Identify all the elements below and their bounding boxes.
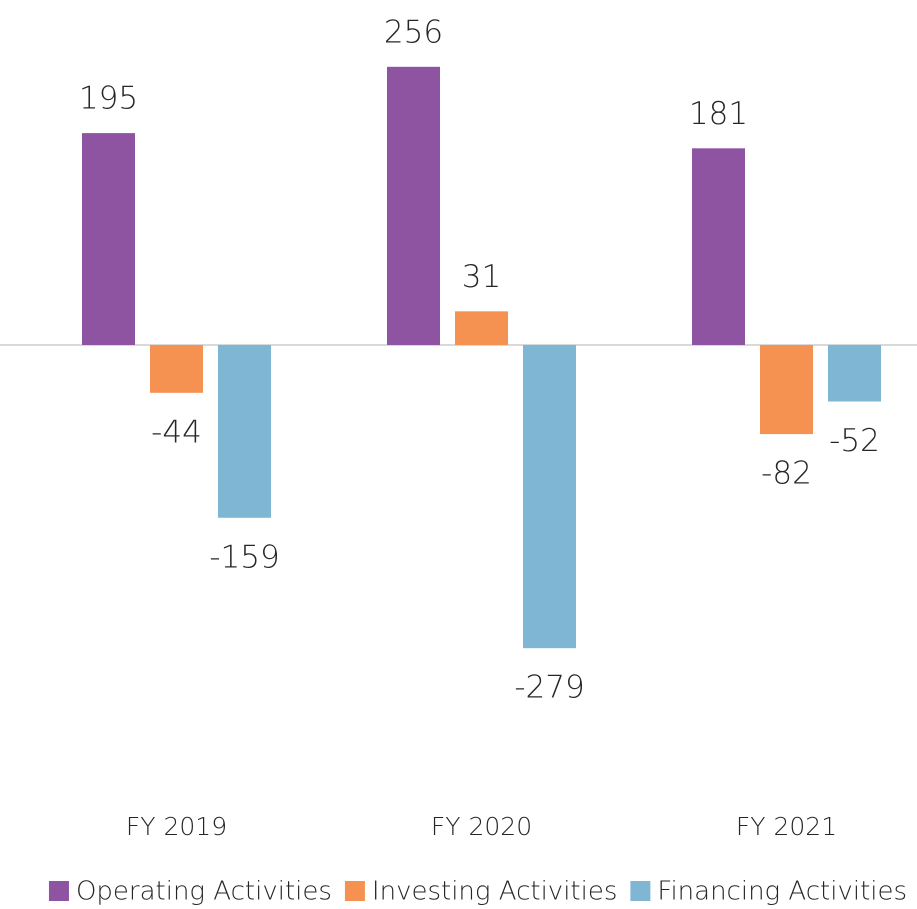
bar [455,311,508,345]
bar [150,345,203,393]
data-label: 195 [79,81,138,117]
bar [82,133,135,345]
data-label: 181 [689,96,748,132]
data-label: -52 [829,423,880,459]
bar [387,66,440,346]
legend-swatch [344,881,365,901]
legend-label: Investing Activities [372,877,617,907]
x-tick-label: FY 2020 [431,812,532,841]
data-label: -159 [209,539,279,575]
data-label: 256 [384,14,443,50]
bar [760,345,813,435]
data-label: 31 [462,259,501,295]
bar [692,148,745,345]
legend-swatch [630,881,651,901]
bar [218,345,271,518]
legend-label: Financing Activities [657,877,907,907]
x-tick-label: FY 2019 [126,812,227,841]
legend-swatch [48,881,69,901]
legend-label: Operating Activities [76,877,332,907]
bar [523,345,576,649]
data-label: -279 [514,670,584,706]
data-label: -44 [151,414,202,450]
bar [828,345,881,402]
x-tick-label: FY 2021 [736,812,837,841]
data-label: -82 [761,456,812,492]
